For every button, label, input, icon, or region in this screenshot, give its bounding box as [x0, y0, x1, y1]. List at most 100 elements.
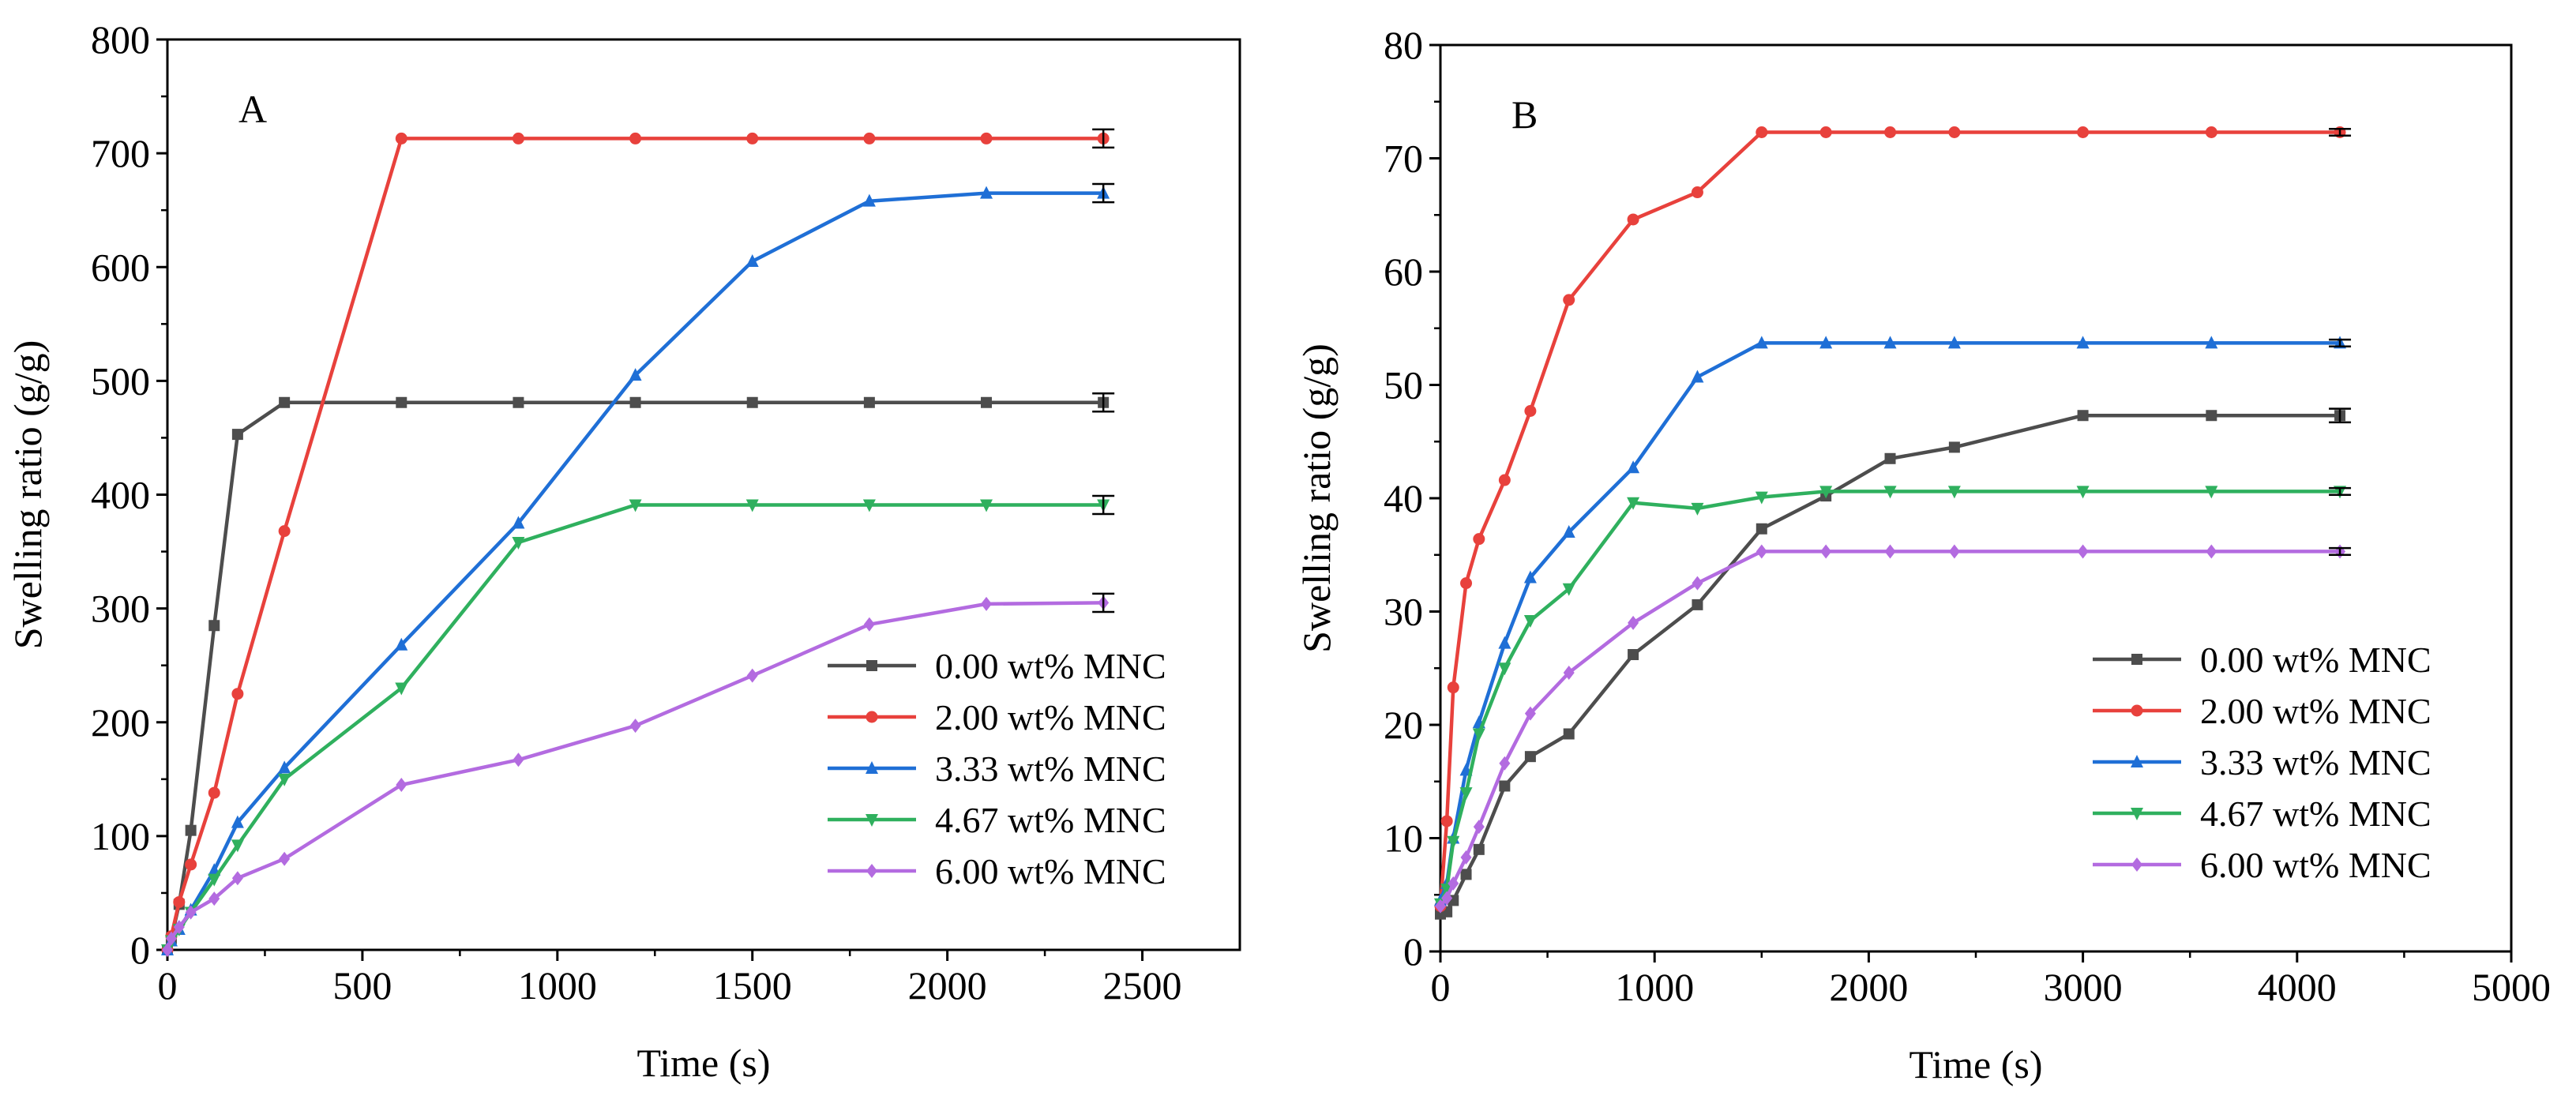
data-point — [1883, 336, 1897, 349]
data-point — [513, 396, 524, 408]
data-point — [1447, 835, 1460, 849]
data-point — [1883, 486, 1897, 499]
data-point — [208, 786, 220, 799]
x-tick-label: 0 — [158, 963, 178, 1008]
data-point — [2077, 544, 2089, 559]
data-point — [1499, 756, 1511, 771]
data-point — [1756, 523, 1767, 535]
data-point — [629, 368, 642, 381]
data-point — [2206, 544, 2217, 559]
data-point — [512, 132, 524, 144]
data-point — [629, 132, 642, 144]
data-point — [185, 858, 197, 871]
data-point — [1948, 441, 1960, 453]
data-point — [278, 773, 291, 786]
data-point — [173, 895, 186, 908]
data-point — [1884, 452, 1896, 464]
data-point — [1819, 126, 1832, 138]
data-point — [1947, 486, 1961, 499]
data-point — [1498, 474, 1511, 486]
panel-a: 0 500 1000 1500 2000 2500 0 100 200 300 400 500 600 7… — [6, 17, 1241, 1085]
data-point — [278, 760, 291, 774]
data-point — [745, 254, 759, 268]
data-point — [629, 396, 641, 408]
data-point — [863, 617, 875, 632]
data-point — [1473, 843, 1485, 855]
y-axis-title: Swelling ratio (g/g) — [1294, 343, 1339, 653]
series-line — [1438, 130, 2340, 906]
legend-marker — [866, 864, 877, 878]
data-point — [1627, 497, 1640, 510]
legend-label: 2.00 wt% MNC — [935, 697, 1166, 737]
legend-label: 2.00 wt% MNC — [2200, 691, 2431, 731]
data-point — [278, 525, 291, 538]
legend-label: 4.67 wt% MNC — [2200, 794, 2431, 834]
legend-label: 0.00 wt% MNC — [935, 646, 1166, 686]
legend-marker — [2131, 755, 2143, 767]
series-4 — [162, 592, 1115, 957]
data-point — [1628, 615, 1639, 630]
data-point — [1523, 614, 1537, 628]
x-tick-label: 4000 — [2258, 965, 2337, 1009]
data-point — [1756, 126, 1768, 138]
data-point — [1562, 583, 1575, 596]
y-tick-label: 800 — [91, 17, 150, 62]
data-point — [980, 186, 993, 199]
data-point — [395, 132, 407, 144]
y-tick-label: 0 — [130, 928, 150, 972]
x-tick-label: 500 — [332, 963, 392, 1008]
data-point — [1820, 544, 1832, 559]
data-point — [1460, 850, 1472, 865]
legend-label: 3.33 wt% MNC — [935, 749, 1166, 789]
data-point — [1628, 649, 1639, 661]
x-tick-label: 1500 — [713, 963, 792, 1008]
x-tick-label: 0 — [1431, 965, 1451, 1009]
data-point — [862, 499, 876, 512]
data-point — [513, 752, 524, 767]
data-point — [2205, 486, 2218, 499]
data-point — [185, 905, 197, 920]
data-point — [745, 499, 759, 512]
legend-marker — [2131, 857, 2142, 872]
legend: 0.00 wt% MNC 2.00 wt% MNC 3.33 wt% MNC 4.67… — [828, 646, 1166, 891]
data-point — [2077, 410, 2089, 422]
data-point — [1627, 460, 1640, 474]
data-point — [208, 891, 220, 906]
data-point — [231, 688, 244, 700]
data-point — [208, 620, 220, 632]
legend-marker — [866, 660, 877, 671]
y-tick-label: 600 — [91, 245, 150, 289]
data-point — [279, 396, 291, 408]
data-point — [629, 499, 642, 512]
data-point — [231, 815, 244, 828]
data-point — [2205, 336, 2218, 349]
data-point — [396, 778, 407, 793]
legend-marker — [866, 814, 878, 827]
data-point — [862, 193, 876, 207]
legend-label: 3.33 wt% MNC — [2200, 742, 2431, 782]
data-point — [981, 396, 993, 408]
legend-label: 6.00 wt% MNC — [2200, 845, 2431, 885]
panel-label: A — [238, 87, 267, 131]
data-point — [1884, 126, 1897, 138]
y-tick-label: 700 — [91, 131, 150, 175]
x-tick-label: 1000 — [1615, 965, 1694, 1009]
panel-label: B — [1511, 92, 1538, 137]
data-point — [1755, 336, 1768, 349]
data-point — [165, 931, 177, 946]
data-point — [1692, 576, 1703, 591]
panel-b: 0 1000 2000 3000 4000 5000 0 10 20 30 40 50 60 70 80 Ti… — [1294, 23, 2551, 1086]
x-tick-label: 2000 — [908, 963, 987, 1008]
data-point — [1440, 815, 1453, 827]
x-tick-label: 2500 — [1103, 963, 1182, 1008]
data-point — [980, 499, 993, 512]
data-point — [185, 824, 197, 836]
data-point — [1691, 370, 1704, 383]
data-point — [1523, 570, 1537, 584]
y-tick-label: 80 — [1384, 23, 1423, 67]
data-point — [1524, 751, 1536, 763]
legend-label: 6.00 wt% MNC — [935, 851, 1166, 891]
x-tick-label: 3000 — [2044, 965, 2123, 1009]
data-point — [2076, 486, 2090, 499]
data-point — [746, 668, 758, 683]
